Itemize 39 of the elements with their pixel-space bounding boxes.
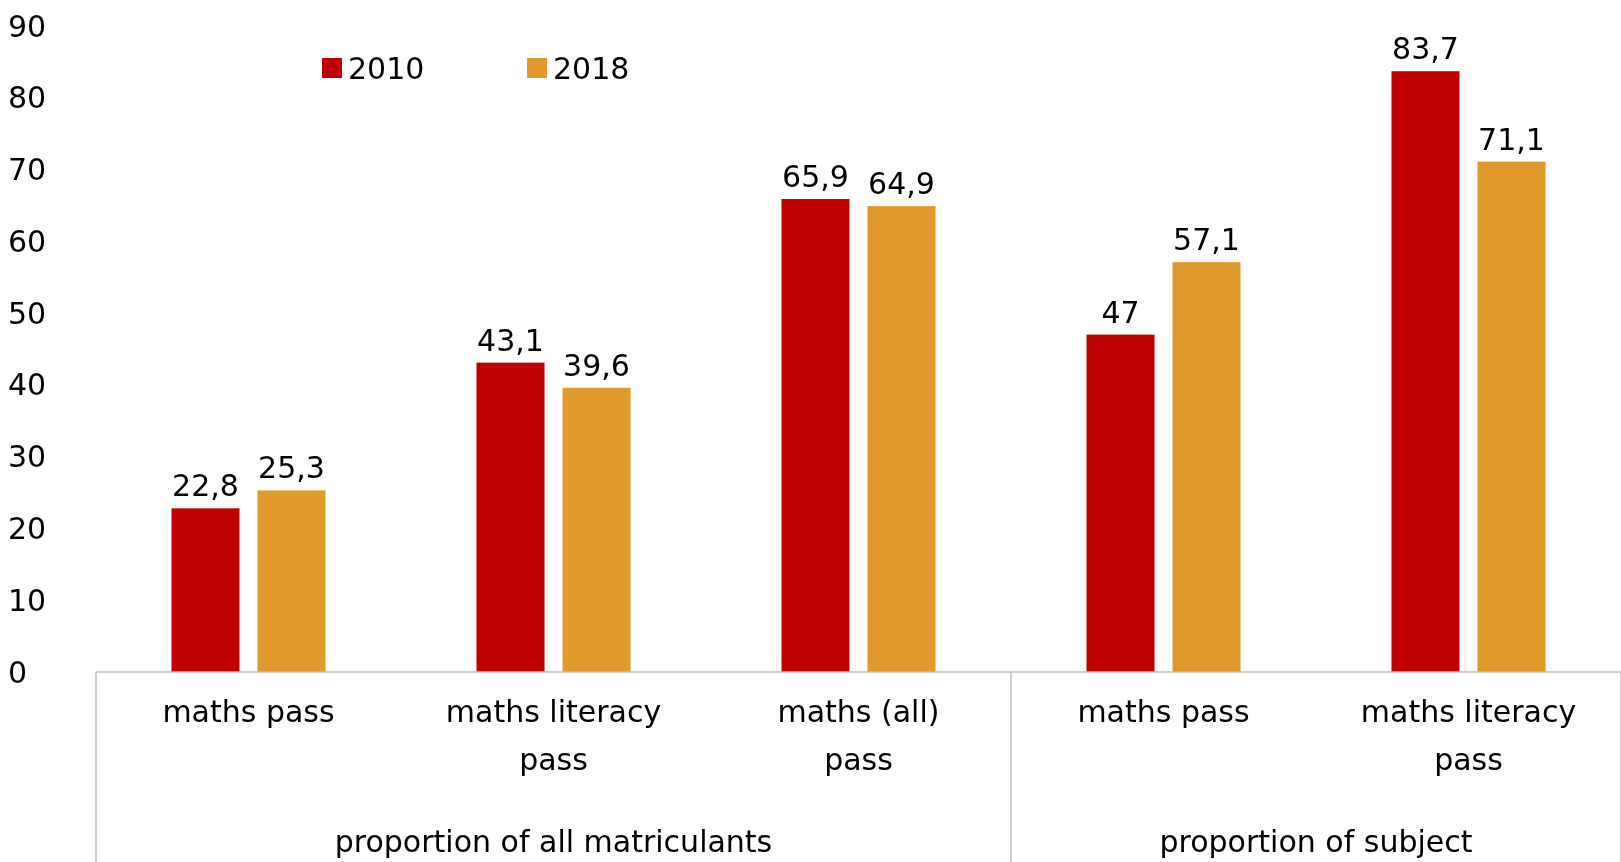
y-tick-label: 10 — [8, 582, 47, 618]
x-tick-label: maths literacy pass — [1360, 694, 1577, 777]
bar — [171, 508, 240, 672]
y-tick-label: 70 — [8, 152, 47, 188]
bar — [1086, 334, 1155, 672]
data-label: 65,9 — [782, 158, 849, 194]
bar — [562, 387, 631, 672]
text: proportion of subject — [1159, 824, 1473, 859]
data-label: 25,3 — [258, 450, 325, 486]
data-label: 39,6 — [563, 347, 630, 383]
x-tick-label: maths (all) pass — [777, 694, 940, 777]
y-tick-label: 90 — [8, 8, 47, 44]
data-label: 71,1 — [1478, 121, 1545, 157]
legend-label: 2010 — [348, 50, 425, 86]
y-tick-label: 30 — [8, 439, 47, 475]
x-tick-label: maths pass — [1077, 694, 1250, 729]
bar — [781, 198, 850, 672]
y-tick-label: 40 — [8, 367, 47, 403]
x-tick-label: maths pass — [162, 694, 335, 729]
bar — [867, 206, 936, 672]
bar — [1172, 262, 1241, 672]
bar — [476, 362, 545, 672]
data-label: 57,1 — [1173, 222, 1240, 258]
data-label: 43,1 — [477, 322, 544, 358]
data-label: 22,8 — [172, 468, 239, 504]
data-label: 47 — [1101, 294, 1140, 330]
bar — [257, 490, 326, 672]
y-tick-label: 0 — [8, 654, 28, 690]
data-label: 83,7 — [1392, 31, 1459, 67]
y-tick-label: 20 — [8, 510, 47, 546]
y-tick-label: 80 — [8, 80, 47, 116]
x-tick-label: maths literacy pass — [445, 694, 662, 777]
y-tick-label: 50 — [8, 295, 47, 331]
bar — [1477, 161, 1546, 672]
data-label: 64,9 — [868, 166, 935, 202]
bar — [1391, 71, 1460, 672]
legend-label: 2018 — [553, 50, 630, 86]
text: proportion of all matriculants — [334, 824, 773, 859]
y-tick-label: 60 — [8, 223, 47, 259]
